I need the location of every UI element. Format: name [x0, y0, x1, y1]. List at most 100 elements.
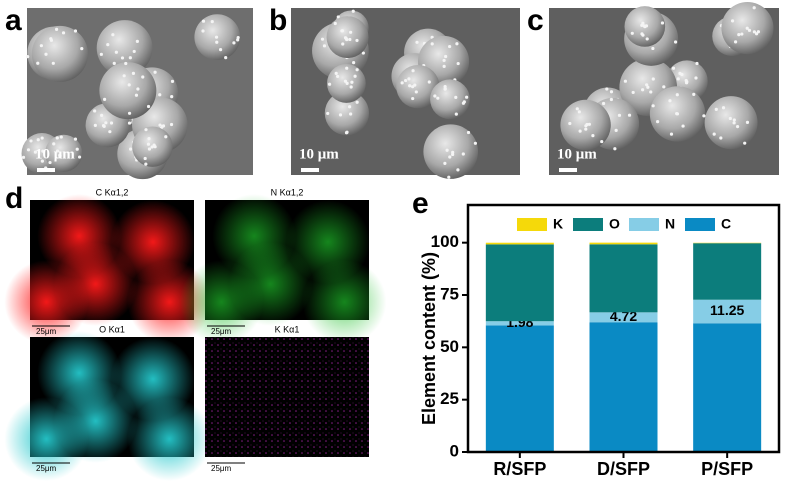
spike [614, 128, 618, 132]
sem-particles [560, 1, 774, 151]
spike [669, 132, 674, 136]
data-label: 11.25 [710, 302, 744, 318]
spike [732, 121, 736, 125]
scale-bar-label: 10 μm [299, 146, 339, 162]
spike [578, 129, 582, 133]
spike [454, 95, 458, 100]
y-axis-label: Element content (%) [419, 252, 439, 425]
spike [443, 85, 447, 89]
spike [415, 40, 419, 44]
spike [99, 52, 103, 56]
spike [352, 61, 356, 65]
spike [714, 107, 718, 111]
particle [423, 124, 478, 179]
spike [646, 85, 650, 89]
spike [61, 31, 66, 35]
legend-label: N [665, 216, 675, 232]
spike [600, 139, 604, 144]
spike [52, 142, 56, 146]
spike [651, 46, 655, 51]
spike [340, 29, 344, 33]
spike [591, 133, 595, 138]
spike [26, 55, 30, 59]
spike [102, 124, 106, 128]
spike [407, 77, 411, 81]
particle [396, 65, 440, 109]
x-tick-label: D/SFP [597, 459, 650, 479]
legend-label: C [721, 216, 731, 232]
spike [609, 97, 614, 102]
spike [427, 80, 431, 84]
spike [158, 93, 162, 97]
spike [348, 105, 352, 109]
spike [54, 27, 59, 31]
spike [111, 33, 115, 37]
spike [721, 106, 726, 110]
spike [631, 90, 635, 95]
spike [341, 42, 345, 46]
spike [351, 9, 355, 13]
spike [430, 42, 434, 46]
spike [465, 95, 469, 99]
spike [106, 43, 110, 47]
spike [436, 96, 440, 100]
panel-label: a [5, 4, 22, 37]
spike [36, 138, 40, 142]
spike [473, 141, 477, 145]
scale-bar-label: 10 μm [557, 146, 597, 162]
spike [141, 75, 145, 79]
spike [676, 77, 680, 81]
scale-bar-label: 10 μm [35, 146, 75, 162]
spike [124, 61, 128, 66]
spike [740, 32, 744, 36]
particle [31, 25, 88, 83]
spike [36, 61, 40, 65]
spike [668, 99, 672, 103]
scale-bar [301, 168, 319, 172]
spike [143, 156, 147, 161]
spike [732, 118, 736, 122]
spike [93, 109, 97, 113]
spike [348, 37, 352, 42]
map-signal [4, 397, 89, 481]
particle [704, 96, 758, 150]
spike [448, 44, 452, 49]
spike [51, 61, 55, 65]
spike [447, 175, 451, 179]
spike [719, 136, 723, 140]
spike [40, 159, 45, 163]
spike [413, 83, 417, 87]
spike [55, 149, 60, 153]
spike [59, 135, 63, 139]
spike [613, 147, 617, 151]
spike [443, 87, 447, 91]
spike [127, 111, 132, 115]
spike [44, 52, 48, 56]
spike [448, 155, 452, 159]
y-tick-label: 75 [440, 284, 459, 303]
spike [75, 147, 79, 151]
spike [336, 15, 340, 19]
spike [349, 85, 353, 89]
spike [150, 145, 154, 149]
spike [345, 81, 349, 85]
sem-images: a 10 μm b 10 μm c 10 μm [5, 1, 779, 180]
spike [169, 122, 174, 127]
spike [355, 68, 359, 72]
scale-bar [37, 168, 55, 172]
spike [601, 101, 606, 106]
spike [752, 6, 756, 10]
spike [623, 79, 628, 83]
spike [144, 128, 148, 132]
spike [349, 30, 353, 34]
spike [747, 28, 752, 32]
spike [662, 85, 666, 89]
spike [442, 64, 446, 68]
spike [671, 66, 676, 70]
legend-label: K [553, 216, 563, 232]
legend-swatch [573, 218, 603, 231]
bar-segment [693, 299, 762, 324]
particle [430, 79, 470, 120]
panel-label: c [527, 4, 544, 37]
